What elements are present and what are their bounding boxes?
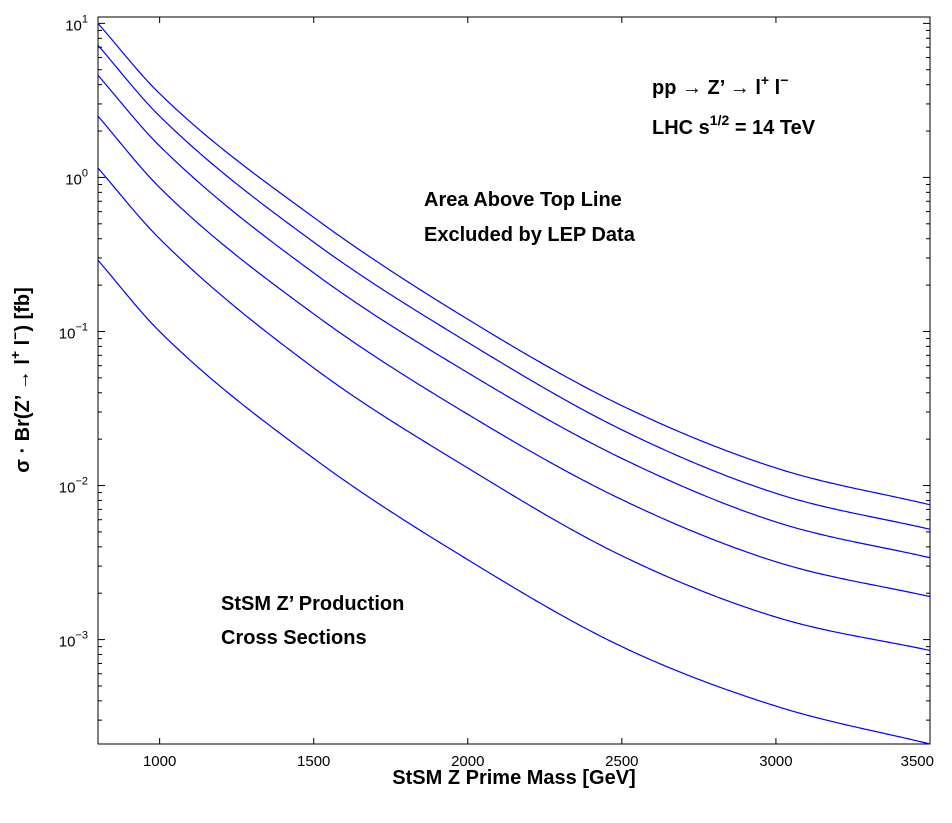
plot-frame bbox=[97, 16, 931, 745]
series-line-4 bbox=[97, 115, 931, 598]
series-line-3 bbox=[97, 74, 931, 559]
annotation-energy: LHC s1/2 = 14 TeV bbox=[652, 112, 816, 139]
annotation-excluded-line2: Excluded by LEP Data bbox=[424, 224, 636, 246]
series-line-2 bbox=[97, 44, 931, 530]
y-tick-label: 100 bbox=[65, 167, 88, 188]
y-axis-ticks: 101 100 10−1 10−2 10−3 bbox=[59, 13, 930, 721]
x-tick-label: 3000 bbox=[759, 753, 792, 770]
x-tick-label: 3500 bbox=[901, 753, 934, 770]
annotation-production-line1: StSM Z’ Production bbox=[221, 593, 404, 615]
x-tick-label: 1500 bbox=[297, 753, 330, 770]
y-tick-label: 10−3 bbox=[59, 630, 88, 651]
series-lines bbox=[97, 22, 931, 745]
x-axis-ticks: 1000 1500 2000 2500 3000 3500 bbox=[143, 17, 934, 770]
annotation-process: pp → Z’ → l+ l− bbox=[652, 72, 788, 99]
annotation-production-line2: Cross Sections bbox=[221, 627, 367, 649]
annotation-excluded-line1: Area Above Top Line bbox=[424, 189, 622, 211]
series-line-6 bbox=[97, 259, 931, 745]
x-tick-label: 2500 bbox=[605, 753, 638, 770]
series-line-1 bbox=[97, 22, 931, 506]
x-tick-label: 2000 bbox=[451, 753, 484, 770]
y-tick-label: 10−1 bbox=[59, 321, 88, 342]
y-axis-title: σ · Br(Z’ → l+ l−) [fb] bbox=[7, 287, 34, 473]
x-tick-label: 1000 bbox=[143, 753, 176, 770]
y-tick-label: 101 bbox=[65, 13, 88, 34]
series-line-5 bbox=[97, 167, 931, 652]
y-tick-label: 10−2 bbox=[59, 476, 88, 497]
x-axis-title: StSM Z Prime Mass [GeV] bbox=[392, 767, 635, 789]
